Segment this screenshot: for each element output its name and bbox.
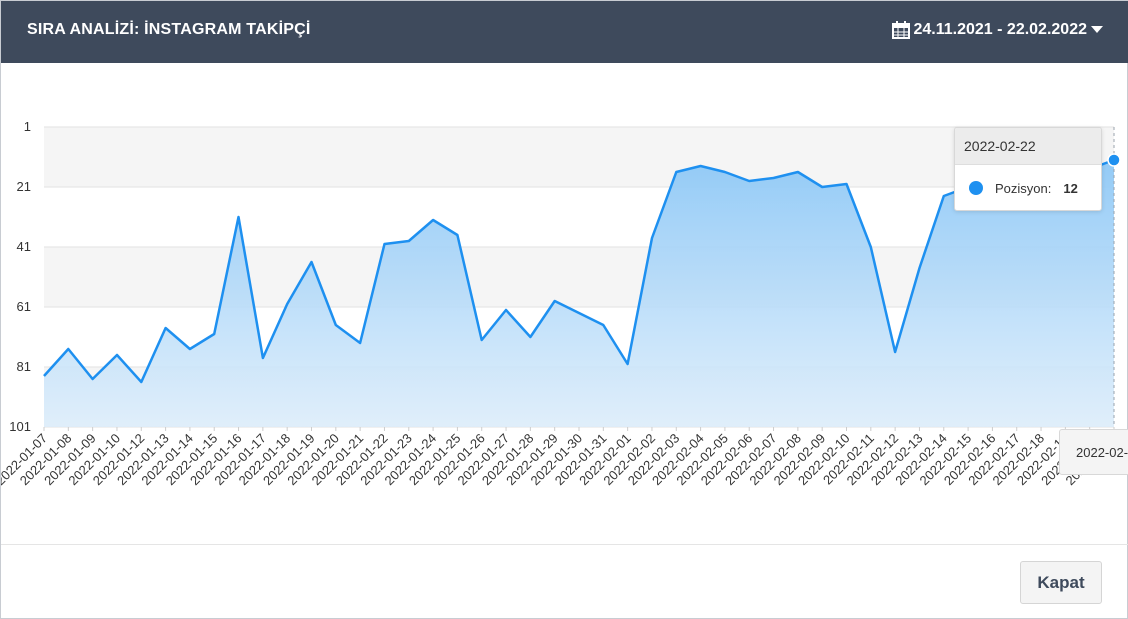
date-range-picker[interactable]: 24.11.2021 - 22.02.2022 — [891, 21, 1103, 39]
calendar-icon — [891, 21, 910, 39]
y-tick-label: 41 — [17, 239, 31, 254]
point-tooltip: 2022-02-22 Pozisyon: 12 — [954, 127, 1102, 211]
hover-point[interactable] — [1107, 153, 1121, 167]
caret-down-icon — [1091, 26, 1103, 34]
x-axis-tooltip: 2022-02-22 — [1059, 429, 1128, 475]
modal-title: SIRA ANALİZİ: İNSTAGRAM TAKİPÇİ — [27, 21, 311, 38]
series-line — [43, 158, 1115, 384]
tooltip-series-label: Pozisyon: — [995, 180, 1052, 196]
y-tick-label: 61 — [17, 299, 31, 314]
tooltip-body: Pozisyon: 12 — [955, 165, 1101, 210]
tooltip-value: 12 — [1063, 180, 1078, 196]
close-button[interactable]: Kapat — [1020, 561, 1102, 604]
modal-header: SIRA ANALİZİ: İNSTAGRAM TAKİPÇİ 24.11.20… — [1, 1, 1128, 63]
tooltip-date: 2022-02-22 — [955, 128, 1101, 165]
series-dot-icon — [969, 181, 983, 195]
y-tick-label: 21 — [17, 179, 31, 194]
y-tick-label: 101 — [9, 419, 31, 434]
y-tick-label: 1 — [24, 119, 31, 134]
y-tick-label: 81 — [17, 359, 31, 374]
date-range-text: 24.11.2021 - 22.02.2022 — [913, 21, 1088, 38]
plot-band — [44, 127, 1114, 187]
footer-divider — [1, 544, 1128, 545]
area-fill — [44, 160, 1114, 427]
